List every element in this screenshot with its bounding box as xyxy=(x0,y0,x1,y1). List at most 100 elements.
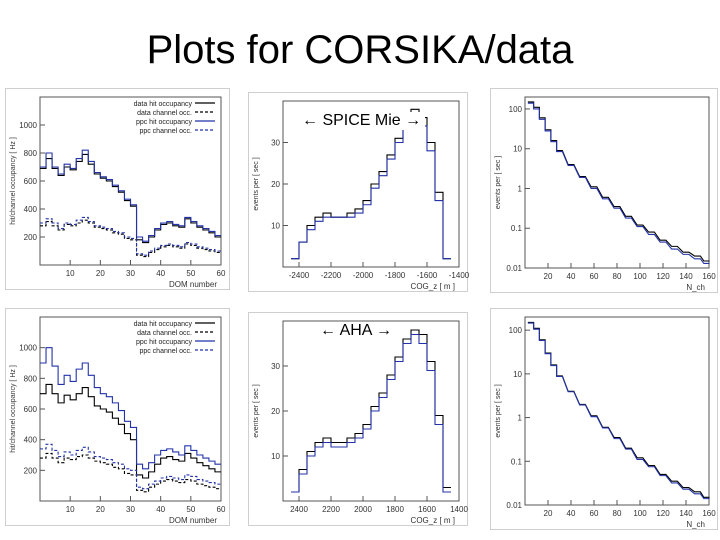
series-line-data-channel-occ- xyxy=(40,219,221,258)
y-axis-label: events per [ sec ] xyxy=(253,384,260,437)
x-tick-label: 2400 xyxy=(290,505,308,514)
x-tick-label: 30 xyxy=(126,505,135,514)
series-line-data-channel-occ- xyxy=(40,452,221,493)
x-tick-label: 80 xyxy=(613,272,622,281)
x-axis-label: COG_z [ m ] xyxy=(411,516,455,525)
occupancy-chart-top: 10 20 30 40 50 60 200 400 600 800 1000 DOM number hi… xyxy=(10,96,226,289)
y-tick-label: 1000 xyxy=(19,344,37,353)
x-tick-label: 140 xyxy=(679,509,693,518)
y-tick-label: 10 xyxy=(513,370,522,379)
slide-title: Plots for CORSIKA/data xyxy=(146,28,574,72)
cog-plot-bottom: 2400 2200 2000 1800 1600 1400 10 20 30 COG_z [ m … xyxy=(248,312,468,526)
plot-frame xyxy=(524,96,710,269)
y-tick-label: 30 xyxy=(271,362,280,371)
series-line-data xyxy=(291,329,451,493)
y-tick-label: 400 xyxy=(24,436,38,445)
x-tick-label: 2000 xyxy=(354,505,372,514)
y-tick-label: 30 xyxy=(271,139,280,148)
x-tick-label: 1400 xyxy=(450,505,468,514)
y-axis-label: events per [ sec ] xyxy=(253,157,260,210)
series-line-data xyxy=(527,321,710,498)
y-tick-label: 0.01 xyxy=(506,501,522,510)
series-line-ppc-channel-occ- xyxy=(40,216,221,256)
x-tick-label: 160 xyxy=(702,509,716,518)
x-tick-label: -1600 xyxy=(417,271,438,280)
y-tick-label: 200 xyxy=(24,466,38,475)
y-tick-label: 600 xyxy=(24,405,38,414)
x-tick-label: 20 xyxy=(96,505,105,514)
x-tick-label: 10 xyxy=(66,269,75,278)
x-tick-label: 40 xyxy=(156,269,165,278)
series-line-ppc xyxy=(291,333,451,493)
x-tick-label: 120 xyxy=(656,272,670,281)
x-tick-label: 40 xyxy=(156,505,165,514)
y-tick-label: 600 xyxy=(24,177,38,186)
x-tick-label: 50 xyxy=(186,505,195,514)
y-axis-label: hit/channel occupancy [ Hz ] xyxy=(10,365,17,453)
legend-entry: ppc hit occupancy xyxy=(136,339,193,346)
nch-chart-top: 20 40 60 80 100 120 140 160 0.01 0.1 1 10 100 N_ch eve… xyxy=(495,96,716,292)
y-tick-label: 10 xyxy=(271,222,280,231)
y-tick-label: 1 xyxy=(518,414,523,423)
y-tick-label: 0.1 xyxy=(511,457,523,466)
cog-chart-bottom: 2400 2200 2000 1800 1600 1400 10 20 30 COG_z [ m … xyxy=(253,320,468,525)
y-tick-label: 200 xyxy=(24,233,38,242)
series-line-ppc-hit-occupancy xyxy=(40,347,221,470)
y-tick-label: 10 xyxy=(513,145,522,154)
plot-frame xyxy=(524,316,710,506)
x-tick-label: 20 xyxy=(544,509,553,518)
x-tick-label: 60 xyxy=(590,272,599,281)
series-line-data-hit-occupancy xyxy=(40,383,221,479)
y-tick-label: 400 xyxy=(24,205,38,214)
x-tick-label: 100 xyxy=(633,509,647,518)
series-line-ppc xyxy=(527,322,710,500)
x-tick-label: 30 xyxy=(126,269,135,278)
aha-label: ← AHA → xyxy=(316,322,397,340)
x-tick-label: -2000 xyxy=(353,271,374,280)
x-tick-label: -2200 xyxy=(321,271,342,280)
series-line-data-hit-occupancy xyxy=(40,153,221,244)
spice-mie-label: ← SPICE Mie → xyxy=(298,112,426,130)
y-tick-label: 10 xyxy=(271,452,280,461)
y-axis-label: events per [ sec ] xyxy=(495,156,502,209)
y-tick-label: 0.01 xyxy=(506,264,522,273)
y-tick-label: 20 xyxy=(271,180,280,189)
x-tick-label: 1600 xyxy=(418,505,436,514)
nch-chart-bottom: 20 40 60 80 100 120 140 160 0.01 0.1 1 10 100 N_ch eve… xyxy=(495,316,716,529)
x-tick-label: 60 xyxy=(217,505,226,514)
x-tick-label: 10 xyxy=(66,505,75,514)
legend-entry: ppc channel occ. xyxy=(139,348,192,355)
plot-frame xyxy=(39,316,222,502)
legend-entry: data channel occ. xyxy=(137,110,192,117)
occupancy-plot-bottom: 10 20 30 40 50 60 200 400 600 800 1000 DOM number hi… xyxy=(5,308,230,526)
legend-entry: data channel occ. xyxy=(137,330,192,337)
y-tick-label: 20 xyxy=(271,407,280,416)
x-tick-label: 60 xyxy=(217,269,226,278)
x-tick-label: 50 xyxy=(186,269,195,278)
y-axis-label: hit/channel occupancy [ Hz ] xyxy=(10,137,17,225)
y-axis-label: events per [ sec ] xyxy=(495,384,502,437)
y-tick-label: 1000 xyxy=(19,121,37,130)
series-line-ppc xyxy=(291,117,451,260)
x-tick-label: 2200 xyxy=(322,505,340,514)
legend-entry: data hit occupancy xyxy=(134,101,193,108)
x-tick-label: 20 xyxy=(96,269,105,278)
x-tick-label: 120 xyxy=(656,509,670,518)
y-tick-label: 100 xyxy=(509,105,523,114)
x-tick-label: 40 xyxy=(567,509,576,518)
series-line-data xyxy=(527,101,710,262)
x-tick-label: 1800 xyxy=(386,505,404,514)
cog-chart-top: -2400 -2200 -2000 -1800 -1600 -1400 10 20 30 COG_… xyxy=(253,100,469,291)
y-tick-label: 1 xyxy=(518,184,523,193)
x-tick-label: -1400 xyxy=(449,271,469,280)
nch-plot-bottom: 20 40 60 80 100 120 140 160 0.01 0.1 1 10 100 N_ch eve… xyxy=(490,308,718,530)
x-tick-label: 140 xyxy=(679,272,693,281)
legend-entry: ppc hit occupancy xyxy=(136,119,193,126)
x-axis-label: DOM number xyxy=(169,280,217,289)
nch-plot-top: 20 40 60 80 100 120 140 160 0.01 0.1 1 10 100 N_ch eve… xyxy=(490,88,718,293)
legend-entry: ppc channel occ. xyxy=(139,128,192,135)
x-tick-label: 80 xyxy=(613,509,622,518)
y-tick-label: 800 xyxy=(24,374,38,383)
occupancy-chart-bottom: 10 20 30 40 50 60 200 400 600 800 1000 DOM number hi… xyxy=(10,316,226,525)
x-tick-label: 20 xyxy=(544,272,553,281)
